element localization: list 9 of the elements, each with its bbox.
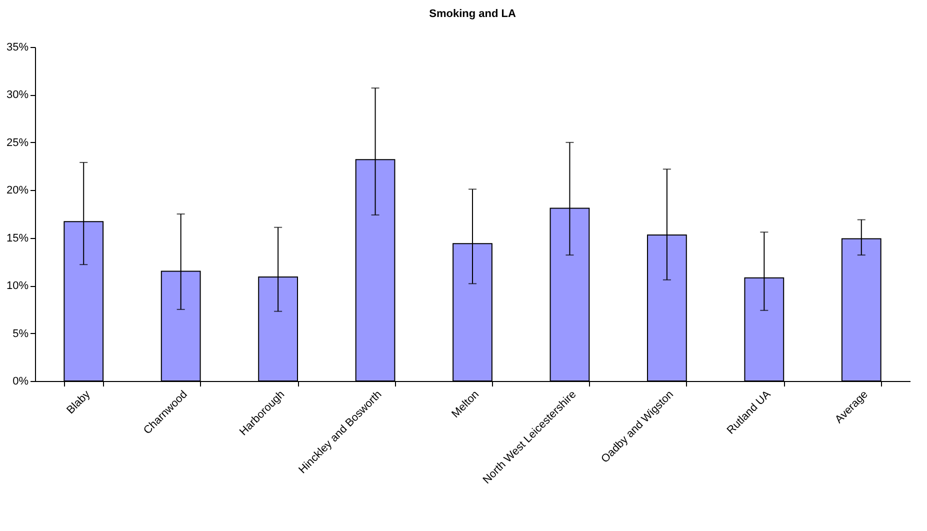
chart-title: Smoking and LA — [429, 8, 516, 20]
y-tick-label: 35% — [6, 42, 29, 54]
y-tick-label: 0% — [12, 376, 29, 388]
y-tick-label: 30% — [6, 89, 29, 102]
y-tick-label: 10% — [6, 280, 29, 292]
y-tick-label: 20% — [6, 184, 29, 197]
y-tick-label: 5% — [12, 328, 29, 340]
y-tick-label: 15% — [6, 232, 29, 244]
y-tick-label: 25% — [6, 136, 29, 149]
